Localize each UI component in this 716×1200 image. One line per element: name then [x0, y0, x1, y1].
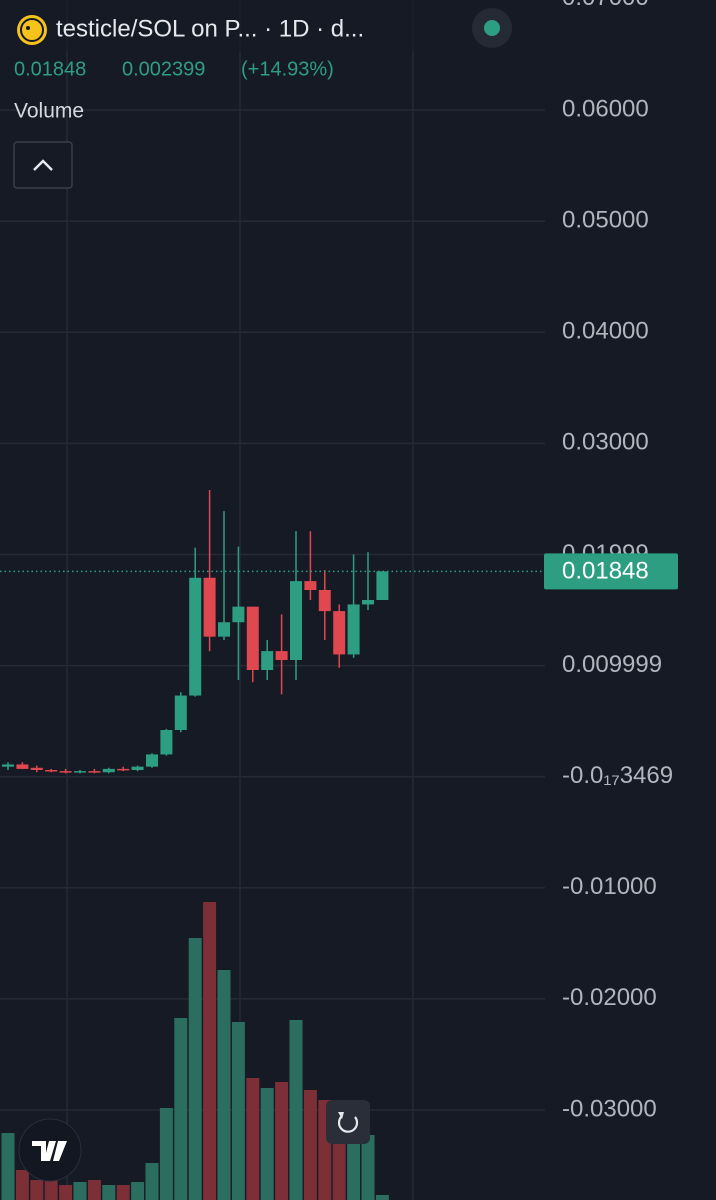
volume-bar	[275, 1082, 289, 1200]
candle-body	[131, 766, 144, 770]
y-axis: 0.070000.060000.050000.040000.030000.019…	[0, 0, 678, 1122]
volume-label: Volume	[14, 100, 84, 123]
candle-body	[232, 606, 245, 623]
volume-bar	[289, 1020, 303, 1200]
candle-body	[88, 771, 101, 773]
volume-bar	[203, 902, 217, 1200]
y-tick-label: 0.05000	[562, 206, 649, 233]
volume-bar	[303, 1090, 317, 1200]
candle-body	[146, 754, 158, 767]
candle-body	[117, 768, 130, 771]
change: 0.002399	[122, 58, 205, 80]
candle-body	[74, 771, 86, 773]
change-percent: (+14.93%)	[241, 58, 334, 80]
volume-bar	[73, 1182, 87, 1200]
volume-bar	[30, 1180, 44, 1200]
candle-body	[30, 767, 43, 770]
volume-bar	[131, 1182, 145, 1200]
token-logo-eye	[26, 26, 30, 30]
volume-bar	[332, 1135, 346, 1200]
volume-bar	[375, 1195, 389, 1200]
candle-body	[261, 651, 274, 670]
candle-body	[333, 611, 346, 655]
volume-bar	[231, 1022, 245, 1200]
y-tick-label: 0.06000	[562, 95, 649, 122]
candle-body	[160, 730, 173, 755]
candle-body	[318, 590, 331, 612]
candle-body	[218, 622, 230, 637]
candle-body	[45, 770, 58, 772]
volume-bar	[246, 1078, 260, 1200]
candle-body	[290, 581, 302, 660]
overlay: testicle/SOL on P... · 1D · d... 0.01848…	[0, 0, 530, 1182]
candle-body	[347, 604, 360, 655]
candle-body	[16, 764, 29, 769]
reset-button[interactable]	[326, 1100, 370, 1144]
candle-body	[59, 771, 72, 773]
y-tick-label: -0.01000	[562, 873, 657, 900]
volume-bar	[361, 1135, 375, 1200]
volume-bar	[116, 1185, 130, 1200]
candle-body	[174, 695, 187, 730]
candles	[2, 490, 389, 774]
collapse-button[interactable]	[13, 141, 73, 189]
last-price-label: 0.01848	[562, 558, 649, 585]
candle-body	[275, 651, 288, 660]
candle-body	[2, 764, 14, 767]
reset-icon	[337, 1115, 359, 1133]
volume-bar	[15, 1170, 29, 1200]
y-tick-label: 0.04000	[562, 318, 649, 345]
candle-body	[362, 600, 374, 605]
token-logo-ring	[20, 18, 44, 42]
candle-body	[102, 768, 115, 773]
volume-bar	[347, 1140, 361, 1200]
candle-body	[246, 606, 259, 670]
y-tick-label: -0.02000	[562, 984, 657, 1011]
volume-bar	[1, 1133, 15, 1200]
candle-body	[376, 571, 389, 600]
volume-bar	[59, 1185, 73, 1200]
chart-title: testicle/SOL on P... · 1D · d...	[56, 15, 364, 42]
volume-bar	[174, 1018, 188, 1200]
candle-body	[304, 581, 317, 590]
y-tick-label: -0.0₁₇3469	[562, 762, 673, 789]
volume-bar	[260, 1088, 274, 1200]
y-tick-label: 0.03000	[562, 429, 649, 456]
collapse-icon	[33, 159, 53, 171]
tv-logo-mark	[32, 1141, 67, 1161]
volume-bar	[145, 1163, 159, 1200]
last-close: 0.01848	[14, 58, 86, 80]
y-tick-label: 0.07000	[562, 0, 649, 11]
volume-bar	[188, 938, 202, 1200]
reset-icon-arrow	[338, 1112, 344, 1119]
header-backdrop	[0, 0, 530, 52]
volume-bar	[87, 1180, 101, 1200]
y-tick-label: -0.03000	[562, 1095, 657, 1122]
status-dot	[484, 20, 500, 36]
volume-bar	[159, 1108, 173, 1200]
y-tick-label: 0.009999	[562, 651, 662, 678]
candle-body	[189, 577, 202, 696]
volume-bar	[102, 1185, 116, 1200]
candle-body	[203, 577, 216, 637]
volume-bar	[217, 970, 231, 1200]
last-price-tag	[544, 553, 678, 590]
